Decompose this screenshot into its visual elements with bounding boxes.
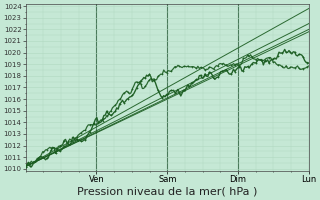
X-axis label: Pression niveau de la mer( hPa ): Pression niveau de la mer( hPa ) — [77, 187, 258, 197]
